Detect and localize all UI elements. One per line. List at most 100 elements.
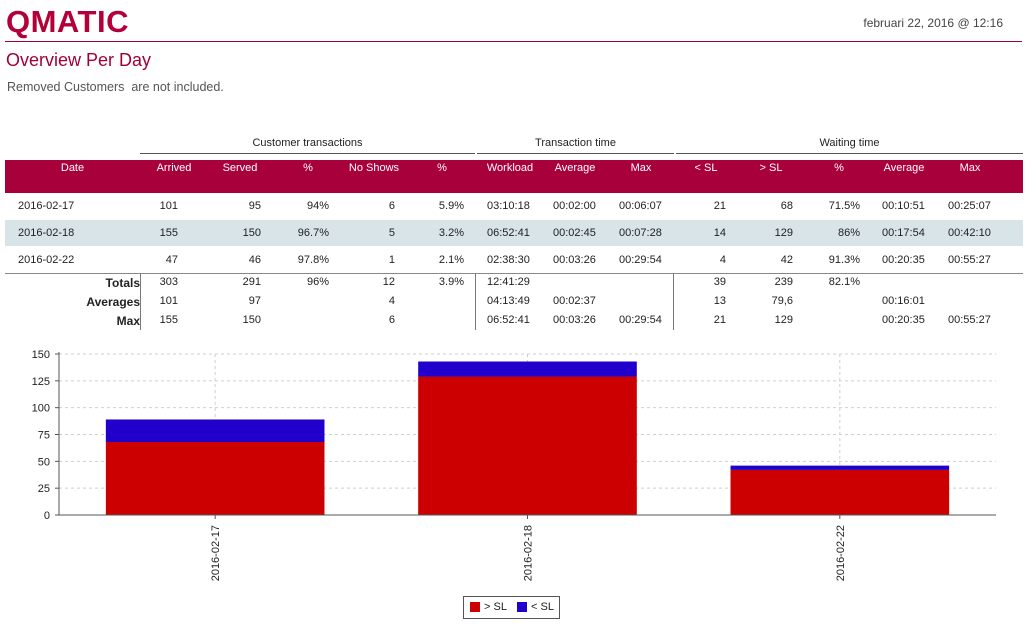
cell-no-shows: 1 xyxy=(388,254,395,266)
cell-under-sl: 21 xyxy=(713,200,726,212)
report-note: Removed Customers are not included. xyxy=(7,80,224,94)
cell-over-sl: 68 xyxy=(780,200,793,212)
y-tick-label: 75 xyxy=(38,430,50,442)
cell-workload: 06:52:41 xyxy=(487,314,530,326)
cell-transaction-average: 00:02:45 xyxy=(553,227,596,239)
legend-swatch-over-sl xyxy=(470,602,480,612)
bar-sl-2016-02-18 xyxy=(418,376,637,515)
x-tick-label: 2016-02-22 xyxy=(835,525,847,581)
summary-separator xyxy=(140,274,141,330)
cell-served: 150 xyxy=(242,314,261,326)
legend-label-under-sl: < SL xyxy=(531,601,554,613)
cell-waiting-average: 00:10:51 xyxy=(882,200,925,212)
y-tick-label: 100 xyxy=(32,403,50,415)
col-workload[interactable]: Workload xyxy=(486,162,534,174)
cell-arrived: 155 xyxy=(159,314,178,326)
summary-row-totals: Totals 303 291 96% 12 3.9% 12:41:29 39 2… xyxy=(5,273,1023,292)
cell-served-pct: 96% xyxy=(306,276,329,288)
col-served-pct[interactable]: % xyxy=(303,162,313,174)
summary-label: Averages xyxy=(86,295,140,309)
col-under-sl[interactable]: < SL xyxy=(694,162,718,174)
bar-sl-2016-02-22 xyxy=(730,465,950,470)
col-sl-pct[interactable]: % xyxy=(834,162,844,174)
cell-served: 46 xyxy=(248,254,261,266)
summary-separator xyxy=(673,274,674,330)
group-customer-transactions: Customer transactions xyxy=(252,137,363,149)
col-date[interactable]: Date xyxy=(60,162,85,174)
cell-over-sl: 79,6 xyxy=(771,295,793,307)
table-divider xyxy=(5,273,1023,274)
group-underline xyxy=(140,153,475,154)
x-tick-label: 2016-02-18 xyxy=(523,525,535,581)
cell-waiting-max: 00:55:27 xyxy=(948,254,991,266)
cell-served-pct: 94% xyxy=(306,200,329,212)
summary-row-max: Max 155 150 6 06:52:41 00:03:26 00:29:54… xyxy=(5,311,1023,330)
col-arrived[interactable]: Arrived xyxy=(156,162,192,174)
col-no-shows-pct[interactable]: % xyxy=(437,162,447,174)
summary-row-averages: Averages 101 97 4 04:13:49 00:02:37 13 7… xyxy=(5,292,1023,311)
cell-no-shows-pct: 2.1% xyxy=(438,254,464,266)
cell-over-sl: 129 xyxy=(774,314,793,326)
summary-label: Totals xyxy=(105,276,140,290)
report-date: februari 22, 2016 @ 12:16 xyxy=(863,16,1003,30)
cell-under-sl: 21 xyxy=(713,314,726,326)
group-waiting-time: Waiting time xyxy=(819,137,880,149)
cell-under-sl: 13 xyxy=(713,295,726,307)
cell-waiting-max: 00:42:10 xyxy=(948,227,991,239)
cell-waiting-average: 00:17:54 xyxy=(882,227,925,239)
table-row: 2016-02-18 155 150 96.7% 5 3.2% 06:52:41… xyxy=(5,220,1023,246)
cell-sl-pct: 82.1% xyxy=(828,276,860,288)
cell-workload: 03:10:18 xyxy=(487,200,530,212)
col-over-sl[interactable]: > SL xyxy=(759,162,783,174)
cell-date: 2016-02-22 xyxy=(18,254,75,266)
legend-swatch-under-sl xyxy=(517,602,527,612)
col-no-shows[interactable]: No Shows xyxy=(348,162,400,174)
y-tick-label: 50 xyxy=(38,456,50,468)
header-divider xyxy=(5,41,1022,42)
summary-label: Max xyxy=(116,314,140,328)
table-header: Date Arrived Served % No Shows % Workloa… xyxy=(5,160,1023,193)
cell-workload: 04:13:49 xyxy=(487,295,530,307)
col-transaction-max[interactable]: Max xyxy=(630,162,652,174)
cell-workload: 02:38:30 xyxy=(487,254,530,266)
cell-transaction-max: 00:29:54 xyxy=(619,314,662,326)
cell-no-shows: 5 xyxy=(388,227,395,239)
cell-sl-pct: 86% xyxy=(837,227,860,239)
y-tick-label: 150 xyxy=(32,349,50,361)
cell-transaction-max: 00:29:54 xyxy=(619,254,662,266)
cell-no-shows-pct: 3.9% xyxy=(438,276,464,288)
cell-no-shows: 6 xyxy=(388,200,395,212)
bar-sl-2016-02-17 xyxy=(105,442,325,515)
cell-served: 291 xyxy=(242,276,261,288)
col-waiting-max[interactable]: Max xyxy=(959,162,981,174)
cell-no-shows: 12 xyxy=(382,276,395,288)
cell-workload: 12:41:29 xyxy=(487,276,530,288)
cell-date: 2016-02-17 xyxy=(18,200,75,212)
bar-sl-2016-02-22 xyxy=(730,469,950,515)
cell-arrived: 47 xyxy=(165,254,178,266)
cell-no-shows: 4 xyxy=(388,295,395,307)
cell-served: 97 xyxy=(248,295,261,307)
cell-date: 2016-02-18 xyxy=(18,227,75,239)
cell-waiting-average: 00:16:01 xyxy=(882,295,925,307)
col-transaction-average[interactable]: Average xyxy=(554,162,596,174)
cell-transaction-average: 00:03:26 xyxy=(553,314,596,326)
cell-transaction-average: 00:02:37 xyxy=(553,295,596,307)
cell-arrived: 101 xyxy=(159,295,178,307)
table-row: 2016-02-17 101 95 94% 6 5.9% 03:10:18 00… xyxy=(5,193,1023,219)
col-waiting-average[interactable]: Average xyxy=(883,162,925,174)
cell-over-sl: 42 xyxy=(780,254,793,266)
y-tick-label: 25 xyxy=(38,483,50,495)
cell-served-pct: 96.7% xyxy=(297,227,329,239)
x-tick-label: 2016-02-17 xyxy=(210,525,222,581)
cell-under-sl: 14 xyxy=(713,227,726,239)
qmatic-logo: QMATIC xyxy=(6,4,129,39)
cell-sl-pct: 71.5% xyxy=(828,200,860,212)
group-transaction-time: Transaction time xyxy=(535,137,616,149)
col-served[interactable]: Served xyxy=(222,162,258,174)
cell-arrived: 101 xyxy=(159,200,178,212)
cell-transaction-max: 00:06:07 xyxy=(619,200,662,212)
bar-sl-2016-02-17 xyxy=(105,419,325,443)
cell-over-sl: 239 xyxy=(774,276,793,288)
cell-served: 150 xyxy=(242,227,261,239)
